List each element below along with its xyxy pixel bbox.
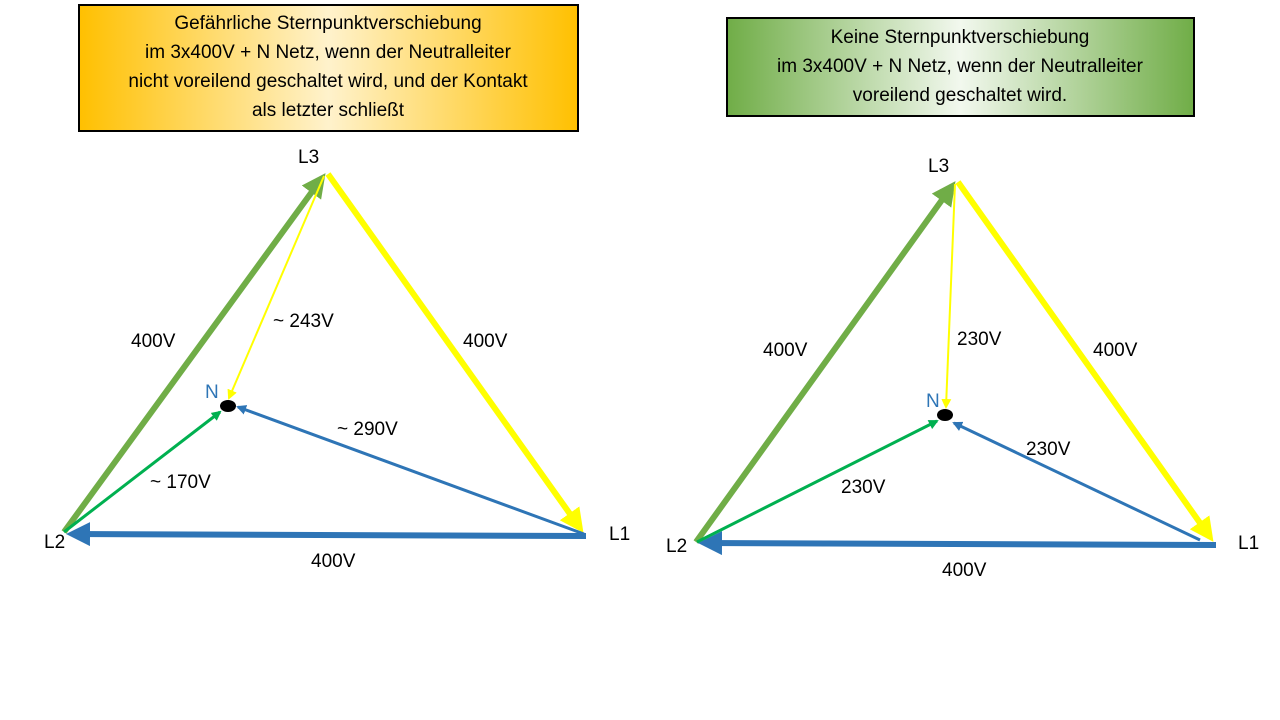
arrow	[325, 172, 584, 533]
edge-label: 230V	[1026, 439, 1071, 460]
vertex-label: L2	[44, 532, 65, 553]
vertex-label: N	[205, 382, 219, 403]
arrow	[693, 181, 956, 544]
arrow	[66, 522, 587, 547]
title-line: im 3x400V + N Netz, wenn der Neutralleit…	[777, 56, 1144, 77]
edge-label: 400V	[463, 331, 508, 352]
vertex-label: L1	[609, 524, 630, 545]
vertex-label: L1	[1238, 533, 1259, 554]
vertex-label: L3	[298, 147, 319, 168]
title-line: als letzter schließt	[252, 100, 405, 121]
title-line: Keine Sternpunktverschiebung	[831, 27, 1090, 48]
edge-label: ~ 243V	[273, 311, 334, 332]
title-line: voreilend geschaltet wird.	[853, 85, 1067, 106]
edge-label: 400V	[131, 331, 176, 352]
vertex-label: N	[926, 391, 940, 412]
edge-label: 400V	[311, 551, 356, 572]
arrow	[698, 531, 1217, 556]
arrow	[941, 183, 956, 409]
title-box	[78, 4, 579, 132]
edge-label: 230V	[841, 477, 886, 498]
title-line: Gefährliche Sternpunktverschiebung	[174, 13, 481, 34]
title-box	[726, 17, 1195, 117]
vertex-label: L2	[666, 536, 687, 557]
arrow	[696, 419, 939, 544]
edge-label: 400V	[1093, 340, 1138, 361]
title-line: nicht voreilend geschaltet wird, und der…	[128, 71, 528, 92]
arrow	[236, 405, 585, 536]
edge-label: 400V	[763, 340, 808, 361]
edge-label: 400V	[942, 560, 987, 581]
arrow	[63, 410, 222, 534]
arrow	[227, 175, 325, 400]
edge-label: ~ 170V	[150, 472, 211, 493]
node-dot	[937, 409, 953, 421]
node-dot	[220, 400, 236, 412]
arrow	[955, 180, 1214, 542]
edge-label: 230V	[957, 329, 1002, 350]
arrow	[61, 173, 326, 534]
edge-label: ~ 290V	[337, 419, 398, 440]
title-line: im 3x400V + N Netz, wenn der Neutralleit…	[145, 42, 512, 63]
arrow	[952, 421, 1201, 542]
vertex-label: L3	[928, 156, 949, 177]
